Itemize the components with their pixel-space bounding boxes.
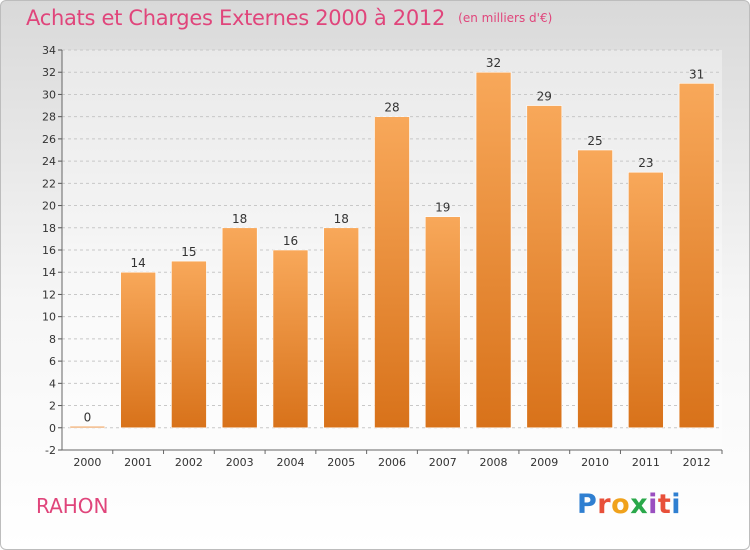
y-tick-label: 30 (42, 88, 56, 101)
bar-value-label: 14 (131, 256, 146, 270)
y-tick-label: 28 (42, 111, 56, 124)
bars: 0 14 15 18 16 18 28 19 32 29 25 23 31 (69, 56, 715, 429)
logo-letter: o (611, 489, 631, 520)
x-tick-label: 2009 (530, 456, 558, 469)
bar[interactable] (171, 260, 207, 429)
bar-value-label: 15 (181, 245, 196, 259)
bar-value-label: 32 (486, 56, 501, 70)
y-tick-label: 24 (42, 155, 56, 168)
bar[interactable] (475, 71, 512, 429)
title-main: Achats et Charges Externes 2000 à 2012 (26, 6, 446, 30)
bar[interactable] (221, 227, 258, 429)
y-tick-label: 26 (42, 133, 56, 146)
y-tick-label: 8 (49, 333, 56, 346)
bar[interactable] (678, 83, 715, 429)
y-tick-label: 4 (49, 377, 56, 390)
bar[interactable] (628, 171, 664, 429)
logo-letter: t (657, 489, 672, 520)
chart-title: Achats et Charges Externes 2000 à 2012 (… (26, 6, 552, 30)
y-tick-label: 32 (42, 66, 56, 79)
x-tick-label: 2005 (327, 456, 355, 469)
y-tick-label: -2 (45, 444, 56, 457)
y-tick-label: 20 (42, 200, 56, 213)
bar-value-label: 25 (587, 134, 602, 148)
y-tick-label: 2 (49, 400, 56, 413)
bar-value-label: 19 (435, 201, 450, 215)
bar[interactable] (272, 249, 309, 429)
proxiti-logo[interactable]: Proxiti (577, 489, 681, 520)
bar[interactable] (577, 149, 613, 429)
bar[interactable] (526, 105, 563, 429)
title-unit: (en milliers d'€) (458, 11, 553, 25)
bar-value-label: 29 (537, 90, 552, 104)
y-tick-label: 18 (42, 222, 56, 235)
y-tick-label: 14 (42, 266, 56, 279)
x-tick-label: 2008 (480, 456, 508, 469)
bar-value-label: 0 (84, 410, 92, 424)
logo-letter: P (577, 489, 598, 520)
bar-value-label: 31 (689, 67, 704, 81)
bar-value-label: 18 (334, 212, 349, 226)
bar[interactable] (424, 216, 461, 429)
y-tick-label: 6 (49, 355, 56, 368)
bar-value-label: 18 (232, 212, 247, 226)
bar[interactable] (323, 227, 360, 429)
x-tick-label: 2006 (378, 456, 406, 469)
bar[interactable] (69, 425, 106, 429)
logo-letter: i (648, 489, 658, 520)
y-tick-label: 34 (42, 44, 56, 57)
y-tick-label: 16 (42, 244, 56, 257)
x-tick-label: 2011 (632, 456, 660, 469)
y-tick-label: 12 (42, 288, 56, 301)
y-tick-label: 0 (49, 422, 56, 435)
logo-letter: r (597, 489, 612, 520)
x-tick-label: 2002 (175, 456, 203, 469)
bar-value-label: 23 (638, 156, 653, 170)
y-tick-label: 22 (42, 177, 56, 190)
x-tick-label: 2001 (124, 456, 152, 469)
x-tick-label: 2007 (429, 456, 457, 469)
x-tick-label: 2000 (73, 456, 101, 469)
bar[interactable] (374, 116, 410, 429)
bar-value-label: 16 (283, 234, 298, 248)
x-tick-label: 2010 (581, 456, 609, 469)
logo-letter: x (630, 489, 649, 520)
logo-letter: i (671, 489, 682, 520)
place-name: RAHON (36, 494, 109, 518)
x-tick-label: 2004 (276, 456, 304, 469)
x-tick-label: 2003 (226, 456, 254, 469)
bar[interactable] (120, 271, 156, 429)
bar-value-label: 28 (384, 101, 399, 115)
x-tick-label: 2012 (683, 456, 711, 469)
y-tick-label: 10 (42, 311, 56, 324)
